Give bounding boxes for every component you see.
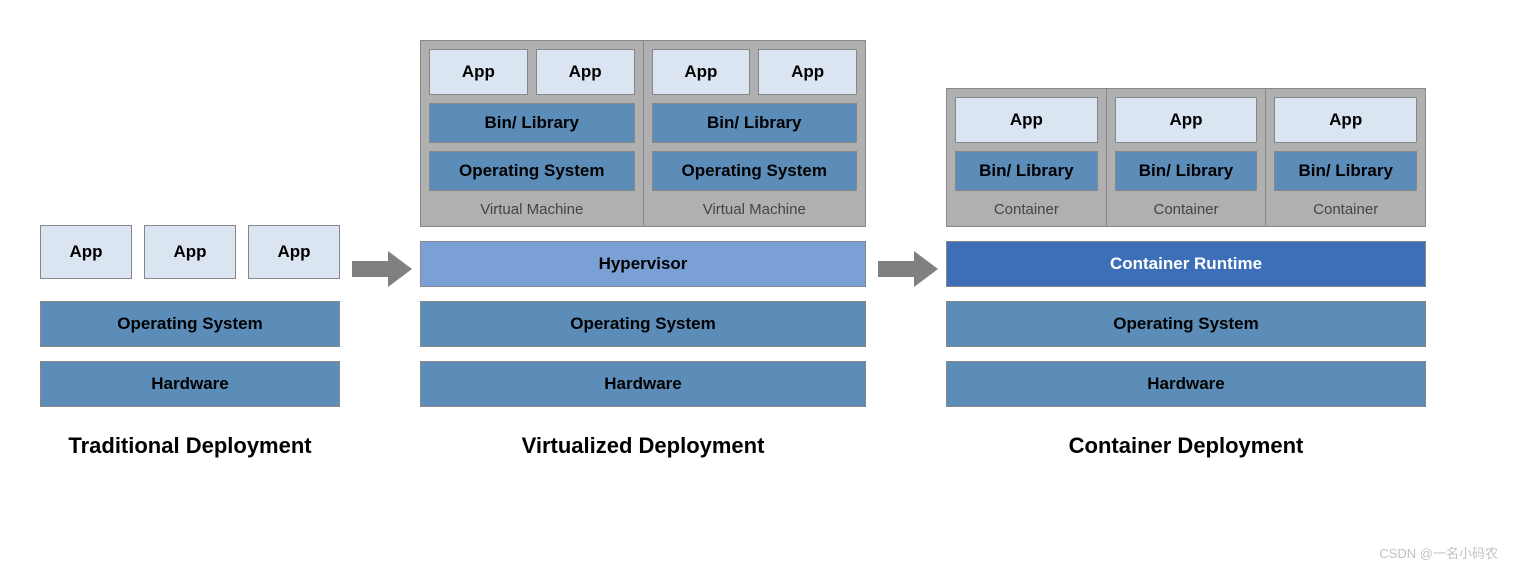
bin-library-box: Bin/ Library [652, 103, 858, 143]
container-title: Container Deployment [946, 433, 1426, 459]
vm-panel: App App Bin/ Library Operating System Vi… [643, 40, 867, 227]
container-panel: App Bin/ Library Container [1265, 88, 1426, 227]
vm-label: Virtual Machine [429, 199, 635, 218]
hardware-box: Hardware [40, 361, 340, 407]
traditional-column: App App App Operating System Hardware Tr… [40, 225, 340, 459]
diagram-row: App App App Operating System Hardware Tr… [40, 40, 1474, 459]
app-box: App [536, 49, 635, 95]
app-box: App [652, 49, 751, 95]
virtualized-column: App App Bin/ Library Operating System Vi… [420, 40, 866, 459]
bin-library-box: Bin/ Library [429, 103, 635, 143]
container-label: Container [1115, 199, 1258, 218]
os-box: Operating System [420, 301, 866, 347]
arrow-icon [870, 249, 942, 289]
arrow-icon [344, 249, 416, 289]
app-box: App [40, 225, 132, 279]
app-box: App [144, 225, 236, 279]
hardware-box: Hardware [420, 361, 866, 407]
os-box: Operating System [946, 301, 1426, 347]
app-box: App [1274, 97, 1417, 143]
bin-library-box: Bin/ Library [1115, 151, 1258, 191]
vm-apps-row: App App [429, 49, 635, 95]
container-panel: App Bin/ Library Container [946, 88, 1107, 227]
arrow-1 [340, 249, 420, 459]
container-panel: App Bin/ Library Container [1106, 88, 1267, 227]
container-label: Container [1274, 199, 1417, 218]
hardware-box: Hardware [946, 361, 1426, 407]
vm-os-box: Operating System [652, 151, 858, 191]
virtualized-title: Virtualized Deployment [420, 433, 866, 459]
container-column: App Bin/ Library Container App Bin/ Libr… [946, 88, 1426, 459]
app-box: App [1115, 97, 1258, 143]
os-box: Operating System [40, 301, 340, 347]
vm-panel: App App Bin/ Library Operating System Vi… [420, 40, 644, 227]
vm-apps-row: App App [652, 49, 858, 95]
vm-os-box: Operating System [429, 151, 635, 191]
app-box: App [955, 97, 1098, 143]
vm-row: App App Bin/ Library Operating System Vi… [420, 40, 866, 227]
bin-library-box: Bin/ Library [955, 151, 1098, 191]
vm-label: Virtual Machine [652, 199, 858, 218]
traditional-apps-row: App App App [40, 225, 340, 279]
container-runtime-box: Container Runtime [946, 241, 1426, 287]
container-label: Container [955, 199, 1098, 218]
traditional-title: Traditional Deployment [40, 433, 340, 459]
bin-library-box: Bin/ Library [1274, 151, 1417, 191]
app-box: App [248, 225, 340, 279]
arrow-2 [866, 249, 946, 459]
container-row: App Bin/ Library Container App Bin/ Libr… [946, 88, 1426, 227]
watermark: CSDN @一名小码农 [1379, 543, 1498, 562]
app-box: App [429, 49, 528, 95]
hypervisor-box: Hypervisor [420, 241, 866, 287]
app-box: App [758, 49, 857, 95]
